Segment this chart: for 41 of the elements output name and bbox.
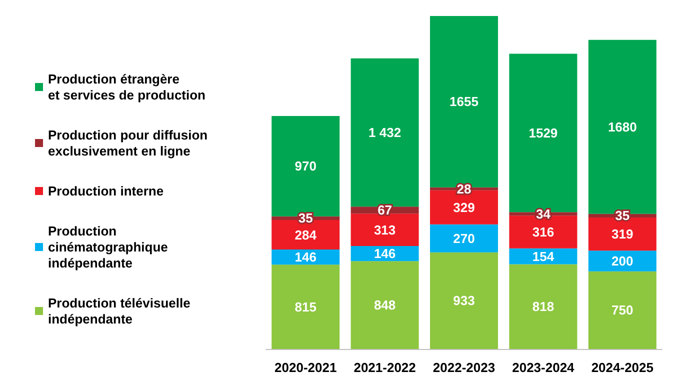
data-label: 1529 (528, 125, 558, 140)
data-label: 933 (453, 293, 475, 308)
data-label: 329 (453, 200, 475, 215)
data-label: 146 (294, 250, 316, 265)
data-label: 1 432 (368, 125, 402, 140)
data-label: 1655 (450, 94, 478, 110)
legend-label: Production télévisuelle indépendante (48, 296, 190, 326)
bar (350, 58, 419, 207)
x-tick-label: 2020-2021 (274, 360, 337, 375)
bar (588, 271, 656, 349)
bar (430, 252, 498, 349)
bar (509, 264, 578, 349)
legend-label: Production cinématographique indépendante (48, 224, 168, 270)
data-label: 146 (374, 246, 396, 262)
data-label: 284 (294, 227, 318, 242)
legend-label: Production pour diffusion exclusivement en ligne (48, 128, 208, 158)
bar (272, 264, 340, 349)
data-label: 270 (453, 230, 475, 246)
bar (430, 224, 498, 252)
data-label: 319 (612, 226, 634, 242)
data-label: 750 (612, 302, 634, 318)
x-tick-label: 2023-2024 (512, 360, 576, 375)
bar (350, 214, 419, 246)
x-tick-label: 2022-2023 (432, 360, 496, 375)
bar (509, 248, 578, 264)
x-tick-label: 2024-2025 (591, 360, 654, 375)
data-label: 818 (532, 299, 554, 314)
data-label: 67 (378, 202, 392, 218)
legend-label: Production interne (48, 184, 164, 198)
data-label: 316 (532, 224, 554, 240)
legend-label: Production étrangère et services de production (48, 72, 206, 102)
bar (588, 250, 656, 272)
data-label: 970 (294, 158, 316, 174)
data-label: 848 (374, 298, 396, 313)
data-label: 200 (612, 253, 634, 268)
data-label: 154 (532, 248, 555, 264)
x-tick-label: 2021-2022 (354, 360, 416, 375)
bar (350, 261, 419, 349)
data-label: 815 (294, 299, 316, 314)
data-label: 313 (374, 222, 396, 238)
data-label: 1680 (608, 119, 637, 134)
